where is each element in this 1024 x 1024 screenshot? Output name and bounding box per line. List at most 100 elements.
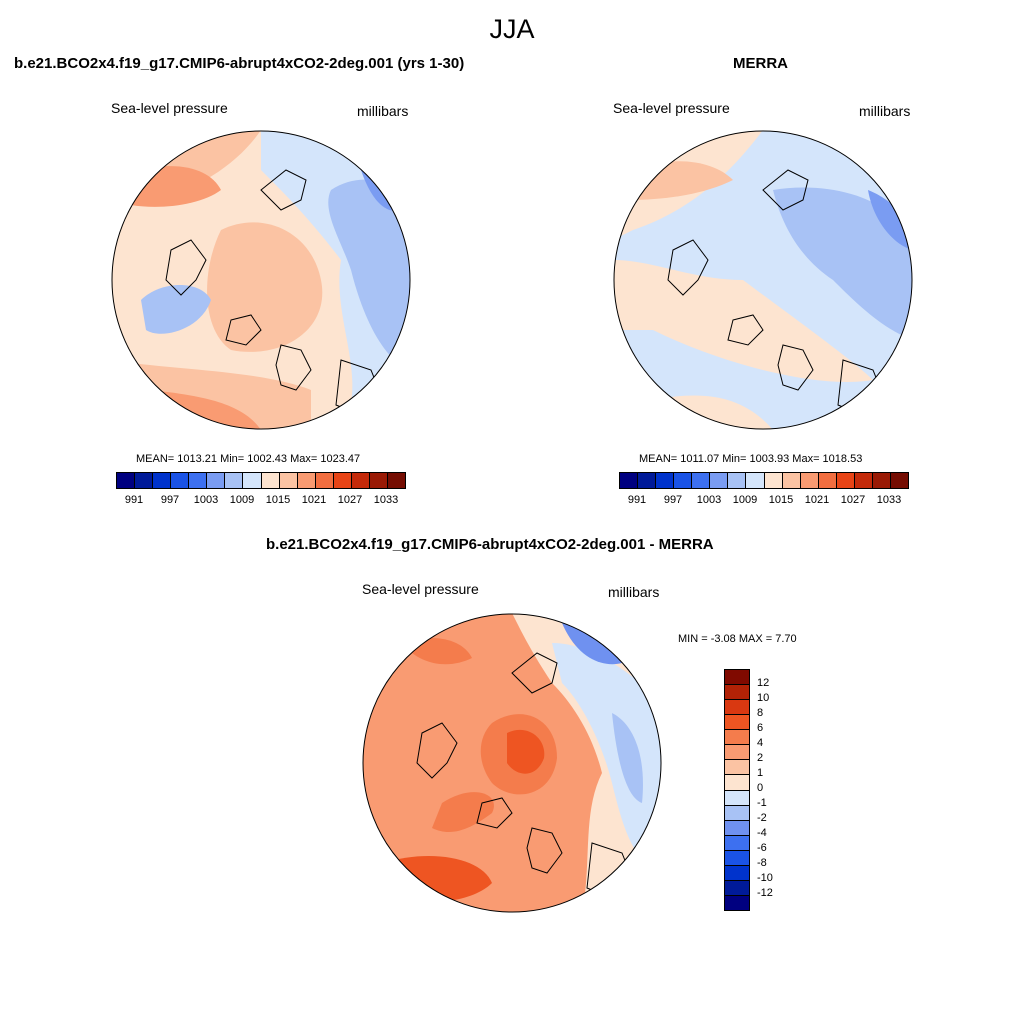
obs-colorbar-swatch bbox=[638, 473, 657, 488]
diff-colorbar-tick-label: -12 bbox=[757, 887, 773, 899]
obs-colorbar-swatch bbox=[710, 473, 729, 488]
model-units-label: millibars bbox=[357, 103, 409, 119]
obs-colorbar-swatch bbox=[674, 473, 693, 488]
model-panel-title: b.e21.BCO2x4.f19_g17.CMIP6-abrupt4xCO2-2… bbox=[14, 55, 465, 72]
model-colorbar-swatch bbox=[135, 473, 154, 488]
diff-colorbar-swatch bbox=[725, 684, 749, 700]
diff-units-label: millibars bbox=[608, 584, 660, 600]
diff-colorbar-swatch bbox=[725, 819, 749, 835]
model-left-label: Sea-level pressure bbox=[111, 100, 228, 116]
diff-colorbar-tick-label: -6 bbox=[757, 842, 767, 854]
diff-stats: MIN = -3.08 MAX = 7.70 bbox=[678, 633, 797, 645]
diff-colorbar-swatch bbox=[725, 789, 749, 805]
diff-colorbar-swatch bbox=[725, 834, 749, 850]
model-colorbar-swatch bbox=[387, 473, 405, 488]
obs-left-label: Sea-level pressure bbox=[613, 100, 730, 116]
diff-colorbar-tick-label: 1 bbox=[757, 767, 764, 779]
diff-colorbar-tick-label: 12 bbox=[757, 677, 770, 689]
model-colorbar-ticks: 991 997 1003 1009 1015 1021 1027 1033 bbox=[116, 494, 404, 508]
model-colorbar bbox=[116, 472, 406, 489]
diff-colorbar-tick-label: 4 bbox=[757, 737, 764, 749]
model-colorbar-tick-label: 1003 bbox=[193, 494, 219, 506]
obs-colorbar-tick-label: 1003 bbox=[696, 494, 722, 506]
obs-colorbar-swatch bbox=[890, 473, 908, 488]
model-colorbar-swatch bbox=[297, 473, 316, 488]
obs-colorbar-swatch bbox=[656, 473, 675, 488]
obs-colorbar-tick-label: 997 bbox=[663, 494, 683, 506]
diff-colorbar-tick-label: 8 bbox=[757, 707, 764, 719]
obs-polar-map bbox=[613, 130, 913, 430]
model-colorbar-tick-label: 1009 bbox=[229, 494, 255, 506]
diff-colorbar-tick-label: -4 bbox=[757, 827, 767, 839]
obs-colorbar bbox=[619, 472, 909, 489]
diff-colorbar-swatch bbox=[725, 864, 749, 880]
obs-colorbar-tick-label: 1015 bbox=[768, 494, 794, 506]
diff-colorbar-tick-label: -1 bbox=[757, 797, 767, 809]
obs-colorbar-swatch bbox=[692, 473, 711, 488]
obs-colorbar-swatch bbox=[800, 473, 819, 488]
obs-colorbar-swatch bbox=[746, 473, 765, 488]
model-colorbar-swatch bbox=[261, 473, 280, 488]
obs-colorbar-swatch bbox=[782, 473, 801, 488]
diff-colorbar-swatch bbox=[725, 729, 749, 745]
diff-polar-map bbox=[362, 613, 662, 913]
model-colorbar-swatch bbox=[117, 473, 136, 488]
model-colorbar-tick-label: 997 bbox=[160, 494, 180, 506]
obs-colorbar-ticks: 991 997 1003 1009 1015 1021 1027 1033 bbox=[619, 494, 907, 508]
model-colorbar-swatch bbox=[369, 473, 388, 488]
obs-colorbar-swatch bbox=[620, 473, 639, 488]
model-colorbar-swatch bbox=[171, 473, 190, 488]
diff-colorbar-tick-label: -10 bbox=[757, 872, 773, 884]
diff-colorbar-swatch bbox=[725, 670, 749, 685]
obs-panel-title: MERRA bbox=[733, 55, 788, 72]
diff-left-label: Sea-level pressure bbox=[362, 581, 479, 597]
diff-colorbar-swatch bbox=[725, 804, 749, 820]
model-colorbar-swatch bbox=[315, 473, 334, 488]
obs-colorbar-swatch bbox=[764, 473, 783, 488]
model-polar-map bbox=[111, 130, 411, 430]
obs-colorbar-tick-label: 1021 bbox=[804, 494, 830, 506]
diff-colorbar-tick-label: -2 bbox=[757, 812, 767, 824]
obs-units-label: millibars bbox=[859, 103, 911, 119]
obs-colorbar-tick-label: 1033 bbox=[876, 494, 902, 506]
diff-colorbar-tick-label: 6 bbox=[757, 722, 764, 734]
diff-colorbar-swatch bbox=[725, 894, 749, 910]
page-title: JJA bbox=[489, 14, 535, 44]
diff-colorbar-swatch bbox=[725, 744, 749, 760]
obs-colorbar-tick-label: 991 bbox=[627, 494, 647, 506]
obs-colorbar-swatch bbox=[818, 473, 837, 488]
diff-colorbar-swatch bbox=[725, 759, 749, 775]
diff-colorbar-swatch bbox=[725, 714, 749, 730]
obs-colorbar-tick-label: 1027 bbox=[840, 494, 866, 506]
model-colorbar-swatch bbox=[243, 473, 262, 488]
model-stats: MEAN= 1013.21 Min= 1002.43 Max= 1023.47 bbox=[136, 453, 361, 465]
obs-colorbar-swatch bbox=[836, 473, 855, 488]
obs-stats: MEAN= 1011.07 Min= 1003.93 Max= 1018.53 bbox=[639, 453, 863, 465]
model-colorbar-swatch bbox=[189, 473, 208, 488]
diff-colorbar-ticks: -12 -10 -8 -6 -4 -2 -1 0 1 2 4 6 8 10 12 bbox=[757, 669, 797, 909]
model-colorbar-tick-label: 1021 bbox=[301, 494, 327, 506]
diff-colorbar-swatch bbox=[725, 849, 749, 865]
obs-colorbar-tick-label: 1009 bbox=[732, 494, 758, 506]
diff-colorbar bbox=[724, 669, 750, 911]
model-colorbar-tick-label: 1027 bbox=[337, 494, 363, 506]
diff-colorbar-swatch bbox=[725, 699, 749, 715]
obs-colorbar-swatch bbox=[872, 473, 891, 488]
obs-colorbar-swatch bbox=[728, 473, 747, 488]
diff-colorbar-tick-label: 10 bbox=[757, 692, 770, 704]
model-colorbar-tick-label: 991 bbox=[124, 494, 144, 506]
model-colorbar-swatch bbox=[333, 473, 352, 488]
diff-colorbar-tick-label: 0 bbox=[757, 782, 764, 794]
diff-colorbar-swatch bbox=[725, 774, 749, 790]
diff-panel-title: b.e21.BCO2x4.f19_g17.CMIP6-abrupt4xCO2-2… bbox=[266, 536, 714, 553]
model-colorbar-swatch bbox=[351, 473, 370, 488]
diff-colorbar-swatch bbox=[725, 879, 749, 895]
model-colorbar-swatch bbox=[279, 473, 298, 488]
diff-colorbar-tick-label: 2 bbox=[757, 752, 764, 764]
obs-colorbar-swatch bbox=[854, 473, 873, 488]
model-colorbar-tick-label: 1015 bbox=[265, 494, 291, 506]
diff-colorbar-tick-label: -8 bbox=[757, 857, 767, 869]
model-colorbar-tick-label: 1033 bbox=[373, 494, 399, 506]
model-colorbar-swatch bbox=[153, 473, 172, 488]
model-colorbar-swatch bbox=[225, 473, 244, 488]
